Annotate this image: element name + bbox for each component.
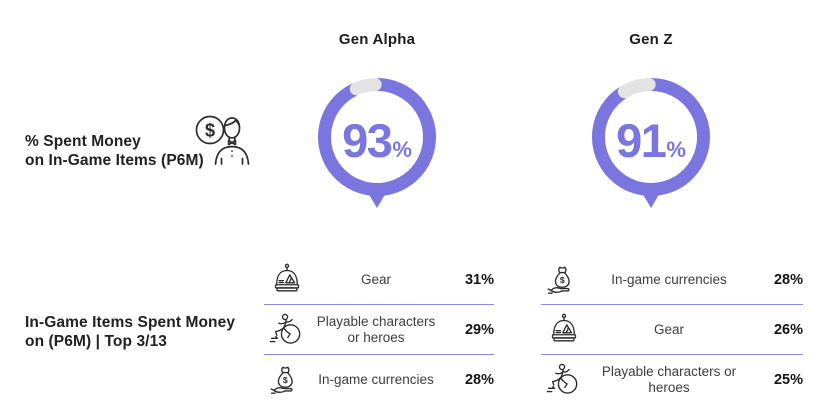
metric-label-line1: In-Game Items Spent Money — [25, 314, 236, 331]
item-label: Playable characters or heroes — [316, 313, 436, 345]
running-hero-icon — [264, 311, 310, 349]
donut-chart-gen-z: 91% — [592, 78, 710, 208]
running-hero-icon — [541, 361, 587, 399]
items-table-gen-z: In-game currencies 28% Gear 26% Playable… — [541, 255, 803, 405]
table-row: In-game currencies 28% — [264, 355, 494, 405]
item-label: Playable characters or heroes — [601, 364, 737, 395]
item-label: In-game currencies — [611, 271, 727, 287]
table-row: Gear 31% — [264, 255, 494, 305]
money-bag-hand-icon — [264, 361, 310, 399]
item-value: 28% — [773, 271, 803, 288]
items-table-gen-alpha: Gear 31% Playable characters or heroes 2… — [264, 255, 494, 405]
table-row: Gear 26% — [541, 305, 803, 355]
metric-label-spent-money: % Spent Money on In-Game Items (P6M) — [25, 132, 204, 170]
donut-remainder-arc — [349, 78, 382, 96]
table-row: Playable characters or heroes 29% — [264, 305, 494, 355]
metric-label-items-top: In-Game Items Spent Money on (P6M) | Top… — [25, 313, 235, 351]
money-person-icon — [191, 109, 255, 173]
donut-remainder-arc — [617, 78, 656, 99]
column-title-gen-z: Gen Z — [629, 31, 673, 48]
item-label: Gear — [653, 321, 684, 337]
donut-chart-gen-alpha: 93% — [318, 78, 436, 208]
metric-label-line2: on (P6M) | Top 3/13 — [25, 333, 168, 350]
helmet-gear-icon — [541, 311, 587, 349]
item-value: 31% — [464, 271, 494, 288]
column-title-gen-alpha: Gen Alpha — [338, 31, 416, 48]
item-label: In-game currencies — [318, 372, 434, 387]
item-value: 29% — [464, 321, 494, 338]
metric-label-line1: % Spent Money — [25, 133, 141, 150]
helmet-gear-icon — [264, 261, 310, 299]
item-label: Gear — [360, 271, 391, 287]
item-value: 28% — [464, 372, 494, 388]
donut-value-gen-z: 91% — [616, 114, 686, 167]
donut-value-gen-alpha: 93% — [342, 114, 412, 167]
table-row: In-game currencies 28% — [541, 255, 803, 305]
table-row: Playable characters or heroes 25% — [541, 355, 803, 405]
item-value: 26% — [773, 321, 803, 338]
item-value: 25% — [773, 372, 803, 388]
metric-label-line2: on In-Game Items (P6M) — [25, 152, 204, 169]
donut-filled-arc — [318, 78, 436, 196]
money-bag-hand-icon — [541, 261, 587, 299]
donut-filled-arc — [592, 78, 710, 196]
